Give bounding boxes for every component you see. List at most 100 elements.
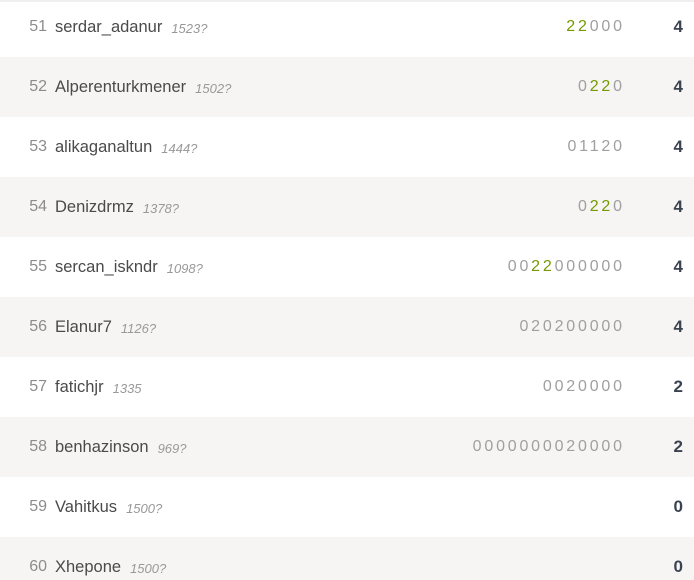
streak-win-digit: 2 — [601, 198, 614, 215]
rank-number: 57 — [29, 378, 47, 395]
game-result-digit: 0 — [577, 378, 590, 395]
standing-row[interactable]: 52 Alperenturkmener 1502? 0220 4 — [0, 57, 694, 117]
game-result-digit: 0 — [601, 438, 614, 455]
player-name-link[interactable]: Vahitkus — [55, 497, 118, 516]
game-result-digit: 0 — [577, 258, 590, 275]
rank-number: 56 — [29, 318, 47, 335]
game-result-digit: 0 — [577, 318, 590, 335]
score-sheet: 0000000020000 — [473, 438, 625, 456]
total-score: 4 — [673, 137, 683, 156]
standing-row[interactable]: 60 Xhepone 1500? 0 — [0, 537, 694, 580]
rank-number: 60 — [29, 558, 47, 575]
streak-win-digit: 2 — [566, 18, 578, 35]
player-rating: 969? — [157, 440, 187, 456]
score-sheet: 0022000000 — [508, 258, 625, 276]
streak-win-digit: 2 — [577, 18, 590, 35]
player-rating: 1126? — [120, 320, 157, 336]
game-result-digit: 2 — [531, 318, 543, 335]
player-name-link[interactable]: serdar_adanur — [55, 17, 163, 36]
player-rating: 1502? — [195, 80, 232, 96]
player-rating: 1500? — [130, 560, 167, 576]
game-result-digit: 1 — [579, 138, 590, 155]
player-name-link[interactable]: Denizdrmz — [55, 197, 134, 216]
game-result-digit: 0 — [589, 378, 602, 395]
game-result-digit: 0 — [507, 258, 520, 275]
player-rating: 1098? — [166, 260, 203, 276]
total-score: 4 — [673, 17, 683, 36]
game-result-digit: 0 — [589, 318, 602, 335]
total-score: 4 — [673, 197, 683, 216]
player-name-link[interactable]: Alperenturkmener — [55, 77, 187, 96]
game-result-digit: 0 — [601, 318, 614, 335]
game-result-digit: 0 — [601, 378, 614, 395]
standing-row[interactable]: 57 fatichjr 1335 0020000 2 — [0, 357, 694, 417]
game-result-digit: 0 — [542, 318, 555, 335]
game-result-digit: 0 — [613, 438, 625, 455]
game-result-digit: 0 — [519, 318, 532, 335]
total-score: 0 — [673, 557, 683, 576]
standing-row[interactable]: 54 Denizdrmz 1378? 0220 4 — [0, 177, 694, 237]
total-score: 2 — [673, 377, 683, 396]
game-result-digit: 2 — [566, 378, 578, 395]
player-name-link[interactable]: Xhepone — [55, 557, 122, 576]
game-result-digit: 2 — [554, 318, 567, 335]
game-result-digit: 0 — [589, 18, 602, 35]
score-sheet: 01120 — [567, 138, 624, 156]
game-result-digit: 0 — [519, 438, 532, 455]
rank-number: 59 — [29, 498, 47, 515]
game-result-digit: 0 — [613, 318, 625, 335]
game-result-digit: 2 — [601, 138, 614, 155]
game-result-digit: 0 — [613, 18, 625, 35]
rank-number: 53 — [29, 138, 47, 155]
streak-win-digit: 2 — [531, 258, 543, 275]
game-result-digit: 0 — [589, 258, 602, 275]
game-result-digit: 0 — [577, 198, 590, 215]
standing-row[interactable]: 55 sercan_iskndr 1098? 0022000000 4 — [0, 237, 694, 297]
game-result-digit: 0 — [484, 438, 497, 455]
game-result-digit: 0 — [601, 18, 614, 35]
game-result-digit: 0 — [601, 258, 614, 275]
game-result-digit: 0 — [507, 438, 520, 455]
total-score: 0 — [673, 497, 683, 516]
total-score: 4 — [673, 77, 683, 96]
player-rating: 1444? — [161, 140, 198, 156]
game-result-digit: 0 — [577, 78, 590, 95]
game-result-digit: 0 — [554, 378, 567, 395]
player-name-link[interactable]: sercan_iskndr — [55, 257, 158, 276]
player-name-link[interactable]: alikaganaltun — [55, 137, 153, 156]
score-sheet: 0220 — [578, 198, 625, 216]
streak-win-digit: 2 — [601, 78, 614, 95]
player-rating: 1500? — [126, 500, 163, 516]
player-name-link[interactable]: benhazinson — [55, 437, 149, 456]
game-result-digit: 0 — [566, 318, 578, 335]
standing-row[interactable]: 56 Elanur7 1126? 020200000 4 — [0, 297, 694, 357]
game-result-digit: 0 — [613, 138, 625, 155]
standing-row[interactable]: 51 serdar_adanur 1523? 22000 4 — [0, 0, 694, 57]
streak-win-digit: 2 — [589, 78, 602, 95]
score-sheet: 020200000 — [519, 318, 624, 336]
rank-number: 51 — [29, 18, 47, 35]
player-rating: 1378? — [142, 200, 180, 216]
total-score: 2 — [673, 437, 683, 456]
previous-row-sliver — [0, 0, 694, 2]
player-name-link[interactable]: Elanur7 — [55, 317, 112, 336]
score-sheet: 22000 — [566, 18, 625, 36]
game-result-digit: 0 — [613, 78, 625, 95]
game-result-digit: 0 — [613, 378, 625, 395]
game-result-digit: 0 — [496, 438, 508, 455]
game-result-digit: 0 — [554, 258, 567, 275]
standing-row[interactable]: 58 benhazinson 969? 0000000020000 2 — [0, 417, 694, 477]
game-result-digit: 0 — [542, 378, 555, 395]
game-result-digit: 0 — [472, 438, 485, 455]
player-name-link[interactable]: fatichjr — [55, 377, 104, 396]
game-result-digit: 0 — [554, 438, 567, 455]
game-result-digit: 0 — [613, 258, 625, 275]
player-rating: 1335 — [112, 380, 142, 396]
standing-row[interactable]: 59 Vahitkus 1500? 0 — [0, 477, 694, 537]
standing-row[interactable]: 53 alikaganaltun 1444? 01120 4 — [0, 117, 694, 177]
game-result-digit: 0 — [567, 138, 580, 155]
rank-number: 54 — [29, 198, 47, 215]
rank-number: 55 — [29, 258, 47, 275]
